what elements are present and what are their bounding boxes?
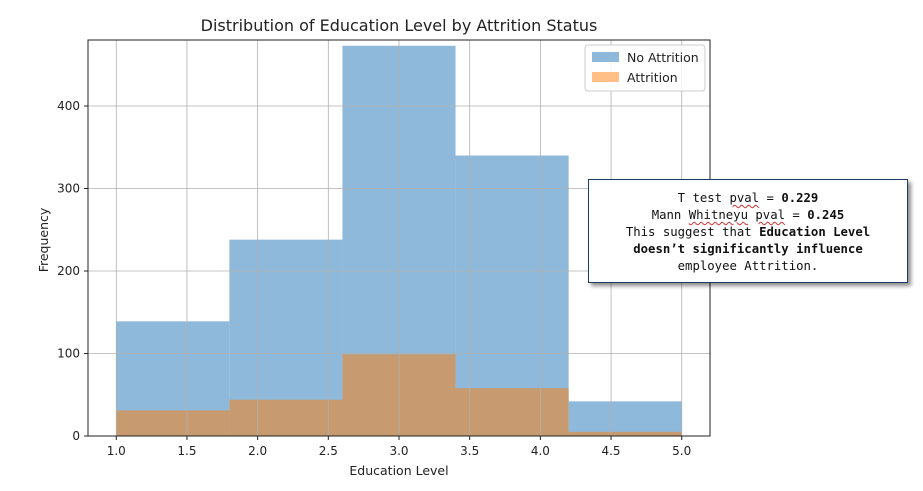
bar-attrition [568, 431, 682, 436]
bar-attrition [116, 410, 230, 436]
legend-swatch [592, 52, 619, 62]
x-tick-label: 5.0 [672, 444, 691, 458]
conclusion-prefix: This suggest that [625, 225, 760, 239]
x-tick-label: 2.0 [248, 444, 267, 458]
y-tick-label: 100 [57, 347, 80, 361]
annotation-line-conclusion-2: doesn’t significantly influence [589, 241, 907, 258]
annotation-line-mannwhitney: Mann Whitneyu pval = 0.245 [589, 207, 907, 224]
bar-attrition [455, 388, 569, 436]
x-tick-label: 2.5 [319, 444, 338, 458]
y-axis-label: Frequency [36, 207, 51, 272]
legend-label: No Attrition [627, 50, 699, 65]
ttest-pval-value: 0.229 [781, 191, 819, 205]
x-tick-label: 3.0 [389, 444, 408, 458]
x-tick-label: 3.5 [460, 444, 479, 458]
conclusion-suffix: employee Attrition. [677, 259, 819, 273]
ttest-pval-word: pval [729, 191, 760, 205]
annotation-box: T test pval = 0.229 Mann Whitneyu pval =… [588, 179, 908, 283]
annotation-line-ttest: T test pval = 0.229 [589, 190, 907, 207]
legend-swatch [592, 72, 619, 82]
conclusion-statement: doesn’t significantly influence [633, 242, 863, 256]
chart-title: Distribution of Education Level by Attri… [201, 16, 598, 35]
x-tick-label: 4.0 [531, 444, 550, 458]
mw-pval-word: pval [755, 208, 786, 222]
ttest-label: T test [677, 191, 730, 205]
annotation-line-conclusion-1: This suggest that Education Level [589, 224, 907, 241]
mw-equals: = [785, 208, 808, 222]
x-tick-label: 1.0 [107, 444, 126, 458]
x-tick-label: 1.5 [177, 444, 196, 458]
mw-pval-value: 0.245 [807, 208, 845, 222]
x-tick-label: 4.5 [601, 444, 620, 458]
legend-label: Attrition [627, 70, 678, 85]
mw-whitneyu-word: Whitneyu [688, 208, 748, 222]
mw-label: Mann [651, 208, 689, 222]
y-tick-label: 0 [72, 429, 80, 443]
y-tick-label: 400 [57, 99, 80, 113]
y-tick-label: 200 [57, 264, 80, 278]
annotation-line-conclusion-3: employee Attrition. [589, 258, 907, 275]
x-axis-label: Education Level [349, 463, 448, 478]
y-tick-label: 300 [57, 182, 80, 196]
ttest-equals: = [759, 191, 782, 205]
bar-attrition [229, 399, 343, 436]
bar-no-attrition [568, 401, 682, 436]
conclusion-variable: Education Level [759, 225, 871, 239]
